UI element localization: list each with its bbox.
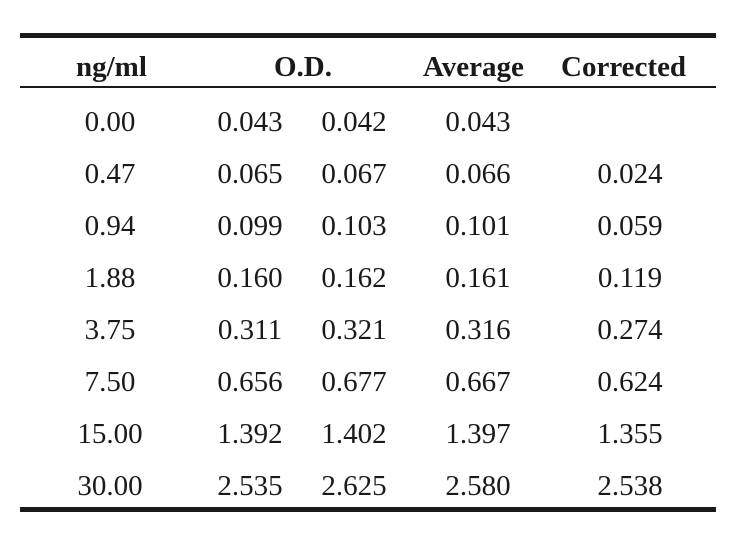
table-row: 30.00 2.535 2.625 2.580 2.538 [20, 466, 716, 506]
cell-corrected: 2.538 [597, 470, 663, 502]
cell-od-1: 0.160 [217, 262, 283, 294]
cell-average: 0.667 [445, 366, 511, 398]
table-bottom-rule [20, 507, 716, 512]
cell-od-1: 0.099 [217, 210, 283, 242]
cell-average: 0.101 [445, 210, 511, 242]
cell-od-2: 0.042 [321, 106, 387, 138]
cell-concentration: 0.47 [84, 158, 136, 190]
cell-average: 0.161 [445, 262, 511, 294]
header-average: Average [423, 51, 524, 83]
cell-average: 0.316 [445, 314, 511, 346]
cell-average: 0.066 [445, 158, 511, 190]
cell-od-2: 1.402 [321, 418, 387, 450]
table-header-rule [20, 86, 716, 88]
cell-corrected: 1.355 [597, 418, 663, 450]
cell-concentration: 3.75 [84, 314, 136, 346]
table-row: 0.47 0.065 0.067 0.066 0.024 [20, 154, 716, 194]
cell-od-2: 0.677 [321, 366, 387, 398]
cell-od-1: 2.535 [217, 470, 283, 502]
cell-od-1: 0.311 [217, 314, 283, 346]
cell-corrected: 0.624 [597, 366, 663, 398]
table-row: 7.50 0.656 0.677 0.667 0.624 [20, 362, 716, 402]
cell-od-1: 0.656 [217, 366, 283, 398]
cell-average: 0.043 [445, 106, 511, 138]
table-row: 0.00 0.043 0.042 0.043 [20, 102, 716, 142]
cell-od-2: 0.103 [321, 210, 387, 242]
cell-concentration: 30.00 [77, 470, 143, 502]
cell-concentration: 15.00 [77, 418, 143, 450]
cell-od-1: 0.043 [217, 106, 283, 138]
cell-corrected: 0.119 [597, 262, 663, 294]
cell-corrected: 0.059 [597, 210, 663, 242]
table-row: 0.94 0.099 0.103 0.101 0.059 [20, 206, 716, 246]
header-concentration: ng/ml [76, 51, 147, 83]
cell-average: 2.580 [445, 470, 511, 502]
table-row: 15.00 1.392 1.402 1.397 1.355 [20, 414, 716, 454]
cell-corrected: 0.024 [597, 158, 663, 190]
cell-concentration: 7.50 [84, 366, 136, 398]
cell-average: 1.397 [445, 418, 511, 450]
cell-od-1: 0.065 [217, 158, 283, 190]
table-row: 3.75 0.311 0.321 0.316 0.274 [20, 310, 716, 350]
table-row: 1.88 0.160 0.162 0.161 0.119 [20, 258, 716, 298]
cell-concentration: 0.00 [84, 106, 136, 138]
cell-od-2: 2.625 [321, 470, 387, 502]
cell-concentration: 0.94 [84, 210, 136, 242]
header-corrected: Corrected [561, 51, 687, 83]
table-top-rule [20, 33, 716, 38]
header-od: O.D. [274, 51, 332, 83]
cell-corrected: 0.274 [597, 314, 663, 346]
cell-od-2: 0.321 [321, 314, 387, 346]
cell-od-1: 1.392 [217, 418, 283, 450]
cell-od-2: 0.162 [321, 262, 387, 294]
cell-concentration: 1.88 [84, 262, 136, 294]
cell-od-2: 0.067 [321, 158, 387, 190]
